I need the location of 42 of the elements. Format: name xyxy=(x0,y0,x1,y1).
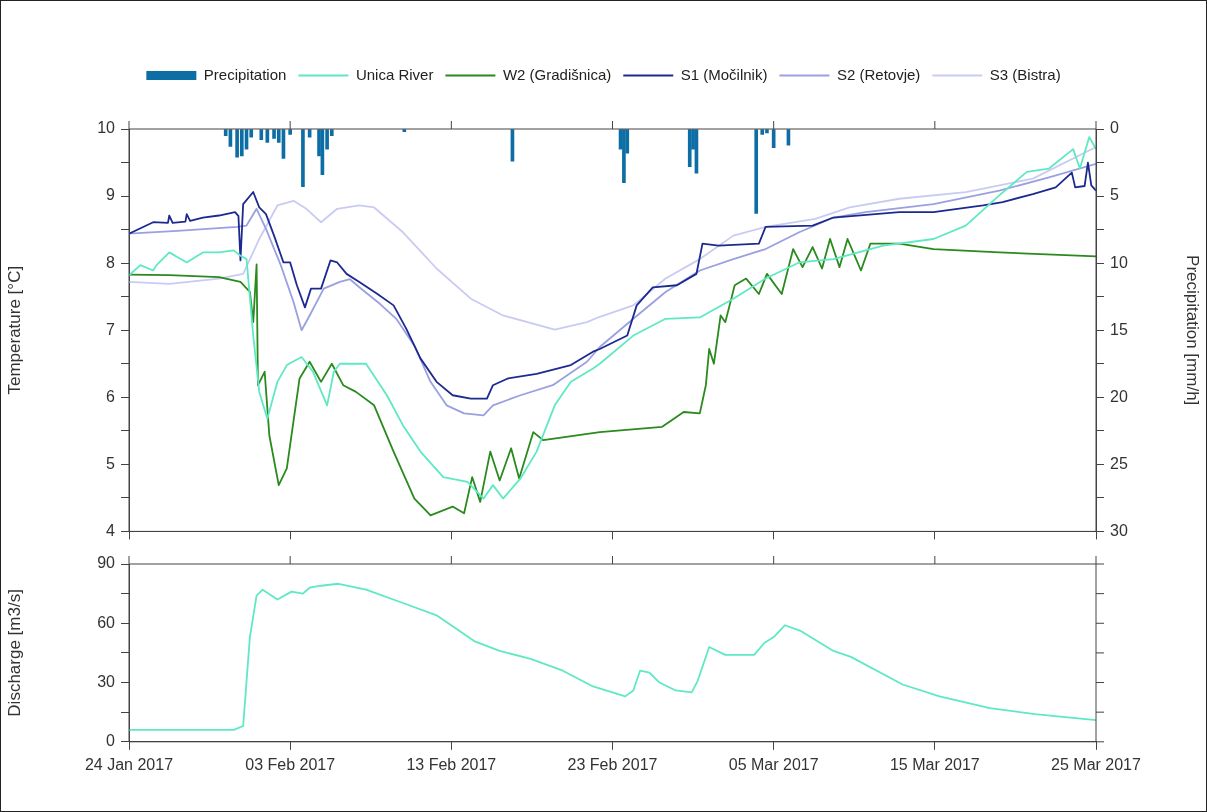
x-tick-label: 25 Mar 2017 xyxy=(1051,755,1142,773)
y2-tick-label: 25 xyxy=(1110,454,1128,472)
bar xyxy=(622,129,626,183)
x-tick-label: 05 Mar 2017 xyxy=(728,755,819,773)
legend-label: Precipitation xyxy=(203,65,287,83)
y-axis-title: Temperature [°C] xyxy=(4,265,24,395)
legend-label: Unica River xyxy=(355,65,434,83)
y-tick-label: 4 xyxy=(106,521,116,539)
y2-tick-label: 15 xyxy=(1110,320,1128,338)
y-tick-label: 90 xyxy=(97,554,116,572)
y-tick-label: 7 xyxy=(106,320,116,338)
y-axis-title: Discharge [m3/s] xyxy=(4,589,24,717)
y-tick-label: 0 xyxy=(106,732,116,750)
x-tick-label: 23 Feb 2017 xyxy=(567,755,658,773)
bar xyxy=(687,129,692,167)
x-tick-label: 03 Feb 2017 xyxy=(245,755,336,773)
y2-axis-title: Precipitation [mm/h] xyxy=(1183,255,1203,406)
x-tick-label: 13 Feb 2017 xyxy=(406,755,497,773)
y2-tick-label: 20 xyxy=(1110,387,1128,405)
y-tick-label: 60 xyxy=(97,613,116,631)
y2-tick-label: 0 xyxy=(1110,119,1119,137)
bar xyxy=(754,129,759,214)
y2-tick-label: 5 xyxy=(1110,186,1119,204)
y-tick-label: 6 xyxy=(106,387,116,405)
y2-tick-label: 10 xyxy=(1110,253,1128,271)
bar xyxy=(760,129,765,135)
legend-label: S2 (Retovje) xyxy=(836,65,921,83)
bar xyxy=(239,129,244,157)
bar xyxy=(259,129,264,141)
x-tick-label: 24 Jan 2017 xyxy=(84,755,174,773)
legend-label: W2 (Gradišnica) xyxy=(502,65,612,83)
bar xyxy=(301,129,305,188)
y-tick-label: 5 xyxy=(106,454,116,472)
legend-label: S1 (Močilnik) xyxy=(680,65,768,83)
y2-tick-label: 30 xyxy=(1110,521,1128,539)
y-tick-label: 9 xyxy=(106,186,116,204)
legend-label: S3 (Bistra) xyxy=(989,65,1061,83)
y-tick-label: 8 xyxy=(106,253,116,271)
y-tick-label: 10 xyxy=(97,119,116,137)
y-tick-label: 30 xyxy=(97,672,116,690)
x-tick-label: 15 Mar 2017 xyxy=(889,755,980,773)
bar xyxy=(288,129,292,135)
